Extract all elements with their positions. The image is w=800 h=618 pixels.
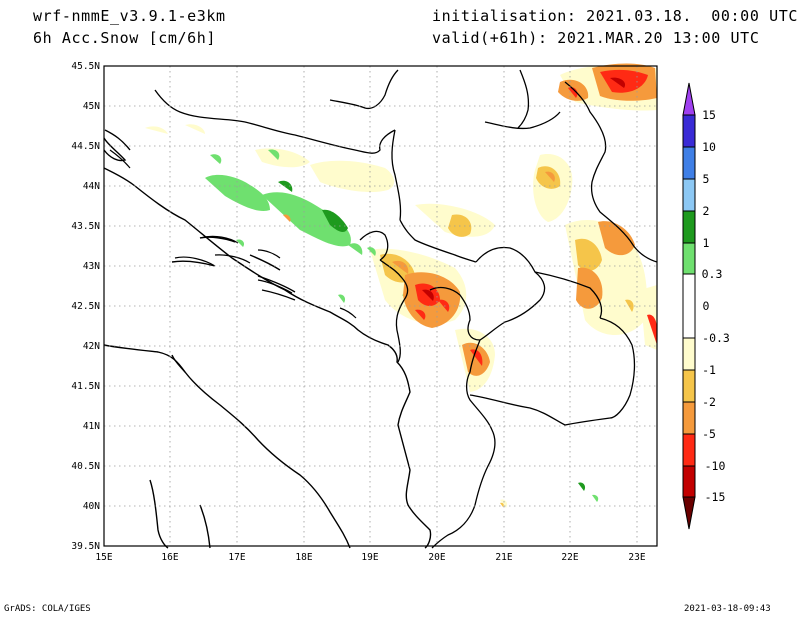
lat-label: 45N <box>83 101 100 112</box>
colorbar-swatch <box>682 369 696 403</box>
colorbar-swatch <box>682 210 696 244</box>
colorbar-label: 0.3 <box>702 267 723 281</box>
lon-label: 20E <box>428 552 445 563</box>
map-panel <box>103 63 658 549</box>
model-title: wrf-nmmE_v3.9.1-e3km <box>33 7 226 25</box>
coastlines <box>103 129 432 549</box>
footer-timestamp: 2021-03-18-09:43 <box>684 604 771 614</box>
lon-axis-labels: 15E 16E 17E 18E 19E 20E 21E 22E 23E <box>95 552 645 563</box>
lat-label: 42.5N <box>71 301 100 312</box>
lat-label: 41.5N <box>71 381 100 392</box>
lat-axis-labels: 45.5N 45N 44.5N 44N 43.5N 43N 42.5N 42N … <box>71 61 100 552</box>
lon-label: 15E <box>95 552 112 563</box>
islands <box>109 149 357 319</box>
lat-label: 43N <box>83 261 100 272</box>
lon-label: 22E <box>561 552 578 563</box>
colorbar-swatch <box>682 114 696 148</box>
field-title: 6h Acc.Snow [cm/6h] <box>33 29 216 47</box>
colorbar-label: -5 <box>702 427 716 441</box>
map-frame <box>103 65 658 547</box>
colorbar-swatch <box>682 178 696 212</box>
colorbar <box>682 82 696 530</box>
colorbar-label: -15 <box>705 490 726 504</box>
lat-label: 41N <box>83 421 100 432</box>
lat-label: 42N <box>83 341 100 352</box>
gridlines <box>104 66 657 546</box>
colorbar-swatch <box>682 337 696 371</box>
colorbar-label: 5 <box>703 172 710 186</box>
colorbar-swatch <box>682 465 696 498</box>
footer-credit: GrADS: COLA/IGES <box>4 604 91 614</box>
colorbar-label: 15 <box>702 108 716 122</box>
colorbar-swatch <box>682 401 696 435</box>
lon-label: 21E <box>495 552 512 563</box>
lat-label: 45.5N <box>71 61 100 72</box>
lon-label: 17E <box>228 552 245 563</box>
lat-label: 40N <box>83 501 100 512</box>
colorbar-bottom-arrow <box>682 496 696 530</box>
colorbar-swatch <box>682 242 696 275</box>
colorbar-swatch <box>682 433 696 467</box>
lat-label: 39.5N <box>71 541 100 552</box>
lon-label: 23E <box>628 552 645 563</box>
init-time: initialisation: 2021.03.18. 00:00 UTC <box>432 7 798 25</box>
country-borders <box>154 69 658 549</box>
colorbar-swatch <box>682 146 696 180</box>
colorbar-label: -2 <box>702 395 716 409</box>
lat-label: 40.5N <box>71 461 100 472</box>
colorbar-swatch <box>682 273 696 339</box>
valid-time: valid(+61h): 2021.MAR.20 13:00 UTC <box>432 29 760 47</box>
lon-label: 16E <box>161 552 178 563</box>
snow-fields <box>145 63 657 508</box>
lat-label: 43.5N <box>71 221 100 232</box>
colorbar-label: -10 <box>705 459 726 473</box>
lat-label: 44.5N <box>71 141 100 152</box>
colorbar-label: 0 <box>703 299 710 313</box>
lat-label: 44N <box>83 181 100 192</box>
colorbar-label: 2 <box>703 204 710 218</box>
colorbar-labels: 15 10 5 2 1 0.3 0 -0.3 -1 -2 -5 -10 -15 <box>702 108 730 504</box>
lon-label: 18E <box>295 552 312 563</box>
colorbar-label: 10 <box>702 140 716 154</box>
lon-label: 19E <box>361 552 378 563</box>
colorbar-top-arrow <box>682 82 696 116</box>
colorbar-label: -0.3 <box>702 331 730 345</box>
colorbar-label: -1 <box>702 363 716 377</box>
colorbar-label: 1 <box>703 236 710 250</box>
